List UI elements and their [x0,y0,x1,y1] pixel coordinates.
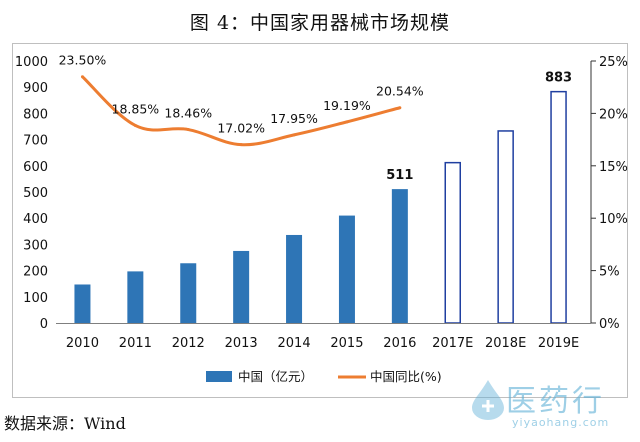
growth-point [186,128,190,132]
line-data-label: 20.54% [376,84,424,99]
x-tick-label: 2014 [278,336,311,351]
watermark-url: yiyaohang.com [512,416,610,429]
bar-outline [444,161,461,324]
growth-point [80,75,84,79]
watermark-text: 医药行 [506,384,605,419]
x-tick-label: 2017E [432,336,473,351]
x-tick-label: 2013 [225,336,258,351]
line-data-label: 17.02% [217,121,265,136]
x-tick-label: 2012 [172,336,205,351]
y-left-tick-label: 100 [23,291,48,306]
y-left-tick-label: 200 [23,265,48,280]
y-left-tick-label: 1000 [15,55,48,70]
chart-svg: 0 100 200 300 400 500 600 700 800 900 1000 0% 5% 10% 1… [15,53,628,384]
x-tick-label: 2019E [538,336,579,351]
watermark-logo: 医药行 yiyaohang.com [468,374,632,436]
growth-point [292,133,296,137]
y-left-tick-label: 400 [23,212,48,227]
legend-label-line: 中国同比(%) [370,369,442,384]
growth-point [345,120,349,124]
bar [391,189,408,323]
x-tick-label: 2011 [119,336,152,351]
bar [127,271,144,323]
bar [180,263,197,323]
line-data-label: 18.85% [112,101,160,116]
x-tick-label: 2010 [66,336,99,351]
y-right-tick-label: 5% [599,265,620,280]
y-right-tick-label: 15% [599,160,628,175]
y-left-tick-label: 800 [23,107,48,122]
y-left-tick-label: 900 [23,81,48,96]
y-right-tick-label: 0% [599,317,620,332]
bar-outline [550,90,567,324]
drop-icon [472,380,504,420]
growth-point [239,143,243,147]
y-right-tick-label: 25% [599,55,628,70]
y-left-tick-label: 500 [23,186,48,201]
source-note: 数据来源：Wind [4,414,126,433]
bar [338,215,355,323]
bar-data-label: 511 [386,168,413,183]
bar [286,234,303,323]
y-right-tick-label: 20% [599,107,628,122]
bar [74,284,91,323]
line-data-label: 17.95% [270,111,318,126]
bar-outline [497,130,514,324]
legend-swatch-bar [206,371,232,382]
growth-point [133,123,137,127]
x-tick-label: 2016 [383,336,416,351]
y-left-tick-label: 700 [23,134,48,149]
x-tick-label: 2018E [485,336,526,351]
growth-point [398,106,402,110]
bar-data-label: 883 [545,71,572,86]
line-data-label: 18.46% [164,106,212,121]
bar [233,250,250,323]
legend-label-bar: 中国（亿元） [238,369,313,384]
chart-title: 图 4：中国家用器械市场规模 [189,12,451,34]
chart-frame [12,43,628,398]
y-right-tick-label: 10% [599,212,628,227]
y-left-tick-label: 600 [23,160,48,175]
y-left-tick-label: 300 [23,238,48,253]
x-tick-label: 2015 [330,336,363,351]
line-data-label: 23.50% [59,53,107,68]
y-left-tick-label: 0 [40,317,48,332]
line-data-label: 19.19% [323,98,371,113]
